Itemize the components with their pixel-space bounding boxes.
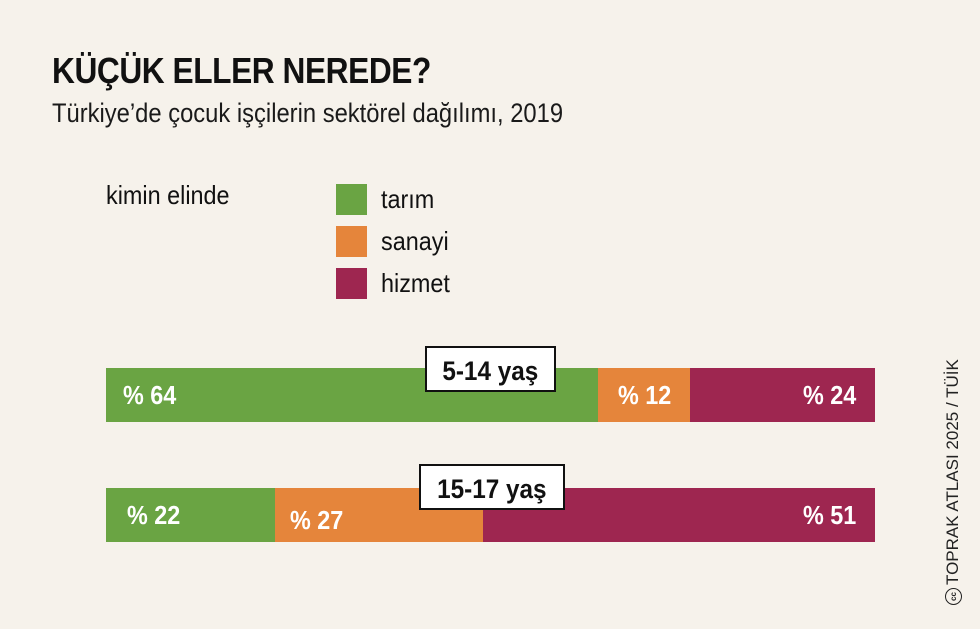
creative-commons-icon: cc — [945, 588, 963, 605]
legend-item-hizmet: hizmet — [336, 262, 458, 304]
legend: tarım sanayi hizmet — [336, 178, 458, 304]
credit-text: TOPRAK ATLASI 2025 / TÜİK — [943, 359, 962, 585]
segment-value: % 12 — [617, 379, 671, 410]
segment-value: % 64 — [122, 379, 177, 410]
segment-value: % 51 — [802, 499, 857, 530]
segment-value: % 24 — [802, 379, 857, 410]
legend-heading: kimin elinde — [106, 180, 230, 210]
segment-hizmet: % 24 — [690, 368, 875, 422]
source-credit: cc TOPRAK ATLASI 2025 / TÜİK — [943, 359, 963, 605]
legend-label: tarım — [381, 183, 435, 214]
legend-item-tarim: tarım — [336, 178, 458, 220]
group-label-text: 5-14 yaş — [442, 356, 539, 386]
group-label-text: 15-17 yaş — [437, 474, 547, 504]
chart-subtitle: Türkiye’de çocuk işçilerin sektörel dağı… — [52, 98, 564, 128]
chart-title: KÜÇÜK ELLER NEREDE? — [52, 50, 431, 91]
legend-swatch-tarim — [336, 183, 367, 215]
segment-value: % 27 — [290, 504, 344, 535]
legend-label: hizmet — [381, 267, 450, 298]
segment-tarim: % 22 — [106, 488, 276, 542]
segment-value: % 22 — [126, 499, 181, 530]
legend-swatch-sanayi — [336, 225, 367, 257]
segment-sanayi: % 12 — [598, 368, 691, 422]
group-label-15-17: 15-17 yaş — [419, 464, 565, 510]
legend-swatch-hizmet — [336, 267, 367, 299]
legend-item-sanayi: sanayi — [336, 220, 458, 262]
legend-label: sanayi — [381, 225, 449, 256]
group-label-5-14: 5-14 yaş — [425, 346, 556, 392]
